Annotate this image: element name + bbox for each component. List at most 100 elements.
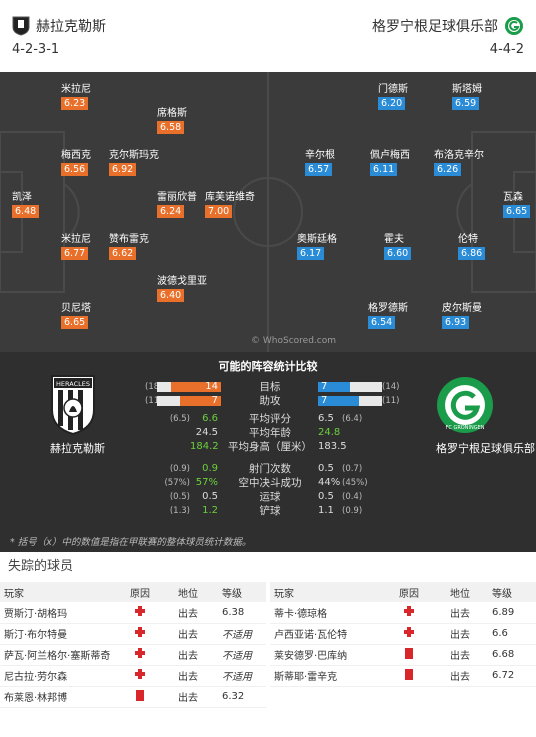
away-stat-league: (0.7) [342,464,363,474]
table-row[interactable]: 蒂卡·德琼格 出去 6.89 [270,602,536,624]
table-row[interactable]: 尼古拉·劳尔森 出去 不适用 [0,665,266,687]
away-player[interactable]: 门德斯 6.20 [378,80,408,110]
away-missing-table: 玩家 原因 地位 等级 蒂卡·德琼格 出去 6.89 卢西亚诺·瓦伦特 出去 6.6 莱安德… [270,582,536,687]
away-player[interactable]: 布洛克辛尔 6.26 [434,146,484,176]
player-rating: 6.11 [370,163,398,176]
stat-label: 平均年龄 [249,427,291,439]
home-player[interactable]: 米拉尼 6.23 [61,80,91,110]
away-player[interactable]: 瓦森 6.65 [503,188,531,218]
home-team-header[interactable]: 赫拉克勒斯 [12,16,106,36]
groningen-crest-icon [505,17,523,35]
missing-rating: 6.6 [488,623,536,645]
away-stat-value: 44% [318,477,341,488]
player-name: 布洛克辛尔 [434,150,484,161]
home-stat-value: 6.6 [202,413,218,424]
home-player[interactable]: 贝尼塔 6.65 [61,299,91,329]
home-goals-value: 14 [205,381,218,392]
missing-reason [386,602,432,624]
home-team-name: 赫拉克勒斯 [36,19,106,35]
stat-label: 平均身高（厘米） [228,441,312,453]
player-name: 斯塔姆 [452,84,482,95]
away-player[interactable]: 奥斯廷格 6.17 [297,230,337,260]
header-reason: 原因 [122,582,158,602]
home-assists-bar [180,396,221,406]
away-stat-league: (0.9) [342,506,363,516]
player-rating: 6.77 [61,247,89,260]
home-player[interactable]: 席格斯 6.58 [157,104,187,134]
red-card-icon [405,647,413,659]
missing-status: 出去 [432,602,488,624]
home-player[interactable]: 赞布雷克 6.62 [109,230,149,260]
missing-player-name[interactable]: 尼古拉·劳尔森 [0,665,122,687]
table-row[interactable]: 斯汀·布尔特曼 出去 不适用 [0,623,266,645]
missing-player-name[interactable]: 萨瓦·阿兰格尔·塞斯蒂奇 [0,644,122,666]
goals-label: 目标 [259,381,281,393]
heracles-crest-text: HERACLES [56,380,90,388]
home-stat-value: 57% [195,477,218,488]
missing-player-name[interactable]: 贾斯汀·胡格玛 [0,602,122,624]
header-rating: 等级 [218,582,266,602]
missing-status: 出去 [158,686,218,708]
away-assists-value: 7 [321,395,328,406]
player-rating: 6.65 [503,205,531,218]
missing-player-name[interactable]: 斯蒂耶·雷辛克 [270,665,386,687]
home-formation: 4-2-3-1 [12,42,60,57]
missing-player-name[interactable]: 蒂卡·德琼格 [270,602,386,624]
missing-player-name[interactable]: 卢西亚诺·瓦伦特 [270,623,386,645]
table-row[interactable]: 斯蒂耶·雷辛克 出去 6.72 [270,665,536,687]
player-name: 奥斯廷格 [297,234,337,245]
away-player[interactable]: 格罗德斯 6.54 [368,299,408,329]
missing-player-name[interactable]: 莱安德罗·巴库纳 [270,644,386,666]
missing-rating: 不适用 [218,623,266,645]
player-rating: 6.62 [109,247,137,260]
player-name: 凯泽 [12,192,32,203]
away-player[interactable]: 霍夫 6.60 [384,230,412,260]
table-row[interactable]: 贾斯汀·胡格玛 出去 6.38 [0,602,266,624]
missing-player-name[interactable]: 布莱恩·林邦博 [0,686,122,708]
home-player[interactable]: 库芙诺维奇 7.00 [205,188,255,218]
injury-icon [404,605,414,616]
away-player[interactable]: 佩卢梅西 6.11 [370,146,410,176]
home-player[interactable]: 梅西克 6.56 [61,146,91,176]
table-row[interactable]: 萨瓦·阿兰格尔·塞斯蒂奇 出去 不适用 [0,644,266,666]
home-stat-league: (0.5) [169,492,190,502]
table-row[interactable]: 卢西亚诺·瓦伦特 出去 6.6 [270,623,536,645]
player-name: 霍夫 [384,234,404,245]
player-name: 门德斯 [378,84,408,95]
home-player[interactable]: 克尔斯玛克 6.92 [109,146,159,176]
home-stat-value: 0.9 [202,463,218,474]
home-assists-value: 7 [211,395,218,406]
home-player[interactable]: 雷丽欣普 6.24 [157,188,197,218]
away-goals-bar [318,382,350,392]
away-player[interactable]: 辛尔根 6.57 [305,146,335,176]
player-rating: 6.54 [368,316,396,329]
player-rating: 6.26 [434,163,462,176]
home-player[interactable]: 凯泽 6.48 [12,188,40,218]
pitch: 米拉尼 6.23 席格斯 6.58 梅西克 6.56 克尔斯玛克 6.92 凯泽… [0,72,536,352]
home-player[interactable]: 米拉尼 6.77 [61,230,91,260]
home-team-label: 赫拉克勒斯 [50,442,105,455]
away-player[interactable]: 皮尔斯曼 6.93 [442,299,482,329]
pitch-lines [0,72,536,352]
home-player[interactable]: 波德戈里亚 6.40 [157,272,207,302]
injury-icon [135,648,145,658]
away-player[interactable]: 斯塔姆 6.59 [452,80,482,110]
player-rating: 6.24 [157,205,185,218]
stat-row: (0.5) 0.5 运球 0.5 (0.4) [0,490,536,504]
home-stat-value: 24.5 [195,427,218,438]
missing-rating: 6.38 [218,602,266,624]
stat-label: 空中决斗成功 [238,477,302,489]
table-row[interactable]: 莱安德罗·巴库纳 出去 6.68 [270,644,536,666]
home-stat-value: 1.2 [202,505,218,516]
away-team-header[interactable]: 格罗宁根足球俱乐部 [372,16,524,36]
table-row[interactable]: 布莱恩·林邦博 出去 6.32 [0,686,266,708]
stat-row: (6.5) 6.6 平均评分 6.5 (6.4) [0,412,536,426]
home-stat-value: 184.2 [190,441,219,452]
missing-player-name[interactable]: 斯汀·布尔特曼 [0,623,122,645]
header-rating: 等级 [488,582,536,602]
player-rating: 6.58 [157,121,185,134]
table-header: 玩家 原因 地位 等级 [0,582,266,602]
away-player[interactable]: 伦特 6.86 [458,230,486,260]
missing-rating: 不适用 [218,644,266,666]
home-goals-bar [171,382,221,392]
